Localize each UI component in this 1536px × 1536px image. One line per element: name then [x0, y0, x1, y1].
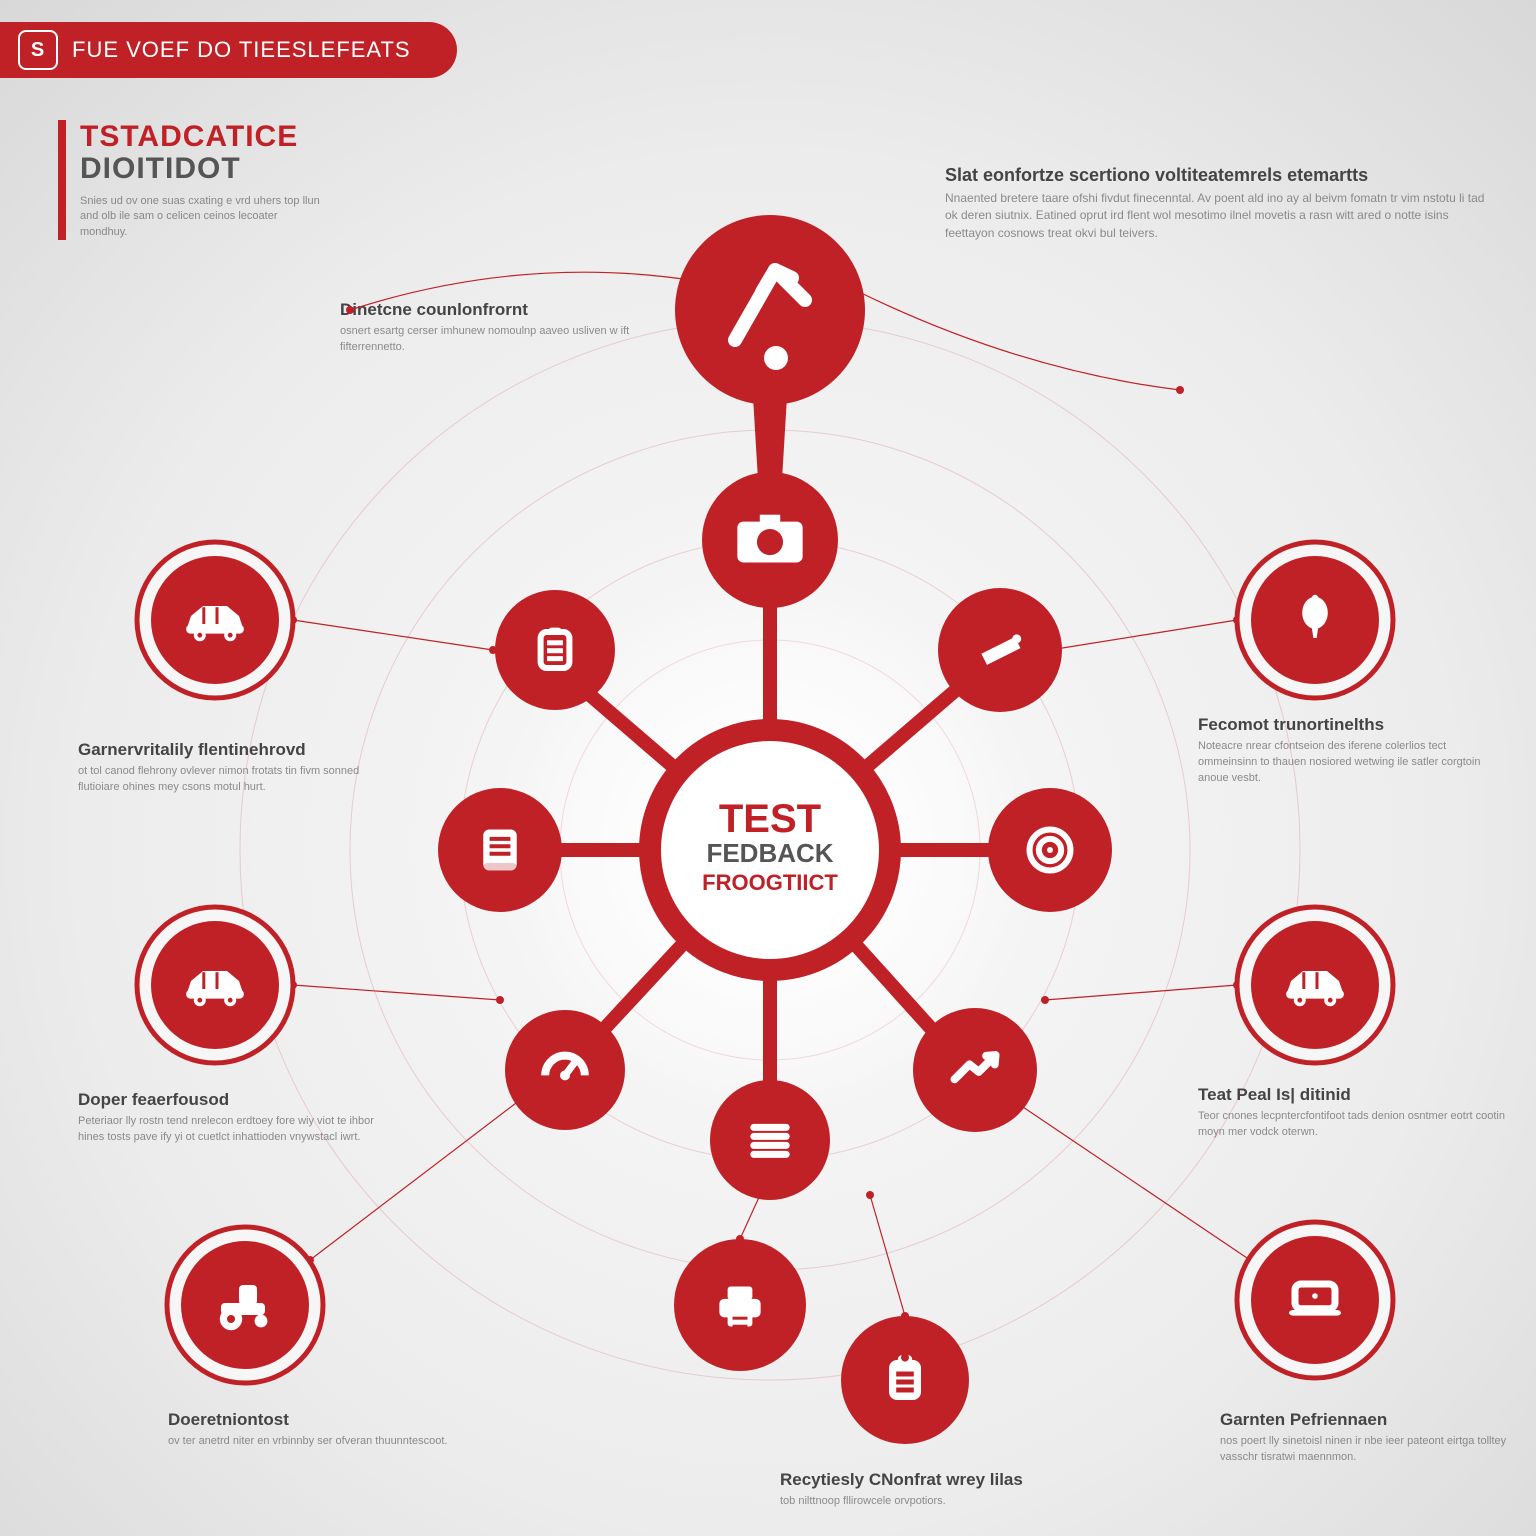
- outer-node: [1237, 542, 1393, 698]
- outer-node: [137, 542, 293, 698]
- inner-node: [988, 788, 1112, 912]
- svg-text:FROOGTIICT: FROOGTIICT: [702, 870, 838, 895]
- outer-node: [1237, 1222, 1393, 1378]
- outer-node: [674, 1239, 806, 1371]
- outer-node: [1237, 907, 1393, 1063]
- inner-node: [438, 788, 562, 912]
- svg-text:FEDBACK: FEDBACK: [706, 838, 833, 868]
- inner-node: [913, 1008, 1037, 1132]
- inner-node: [710, 1080, 830, 1200]
- inner-node: [938, 588, 1062, 712]
- outer-node: [167, 1227, 323, 1383]
- inner-node: [495, 590, 615, 710]
- inner-node: [702, 472, 838, 608]
- svg-text:TEST: TEST: [719, 797, 821, 841]
- inner-node: [505, 1010, 625, 1130]
- diagram-stage: TESTFEDBACKFROOGTIICT: [0, 0, 1536, 1536]
- outer-node: [137, 907, 293, 1063]
- outer-node: [841, 1316, 969, 1444]
